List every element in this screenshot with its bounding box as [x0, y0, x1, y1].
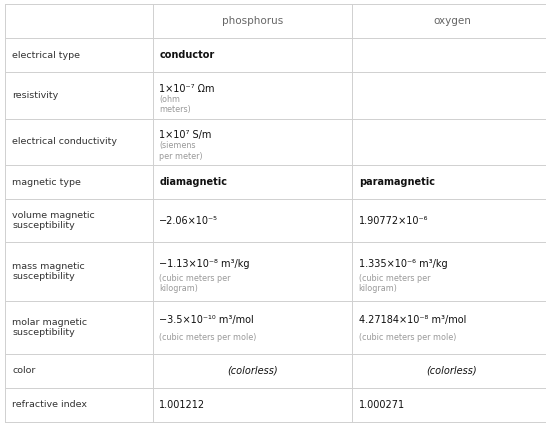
Text: 1×10⁻⁷ Ωm: 1×10⁻⁷ Ωm: [159, 84, 215, 94]
Text: 1×10⁷ S/m: 1×10⁷ S/m: [159, 130, 212, 141]
Text: conductor: conductor: [159, 50, 215, 60]
Text: paramagnetic: paramagnetic: [359, 177, 435, 187]
Text: molar magnetic
susceptibility: molar magnetic susceptibility: [12, 318, 87, 337]
Text: (colorless): (colorless): [227, 366, 278, 376]
Text: (ohm
meters): (ohm meters): [159, 95, 191, 115]
Text: mass magnetic
susceptibility: mass magnetic susceptibility: [12, 262, 85, 282]
Text: (colorless): (colorless): [426, 366, 477, 376]
Text: 4.27184×10⁻⁸ m³/mol: 4.27184×10⁻⁸ m³/mol: [359, 315, 466, 325]
Text: electrical conductivity: electrical conductivity: [12, 137, 117, 147]
Text: color: color: [12, 366, 35, 375]
Text: (cubic meters per mole): (cubic meters per mole): [359, 334, 456, 343]
Text: resistivity: resistivity: [12, 91, 58, 100]
Text: (cubic meters per mole): (cubic meters per mole): [159, 334, 257, 343]
Text: diamagnetic: diamagnetic: [159, 177, 228, 187]
Text: oxygen: oxygen: [433, 16, 471, 26]
Text: phosphorus: phosphorus: [222, 16, 283, 26]
Text: (siemens
per meter): (siemens per meter): [159, 141, 203, 161]
Text: 1.90772×10⁻⁶: 1.90772×10⁻⁶: [359, 216, 428, 226]
Text: 1.335×10⁻⁶ m³/kg: 1.335×10⁻⁶ m³/kg: [359, 259, 447, 268]
Text: volume magnetic
susceptibility: volume magnetic susceptibility: [12, 211, 95, 230]
Text: 1.001212: 1.001212: [159, 400, 205, 410]
Text: −1.13×10⁻⁸ m³/kg: −1.13×10⁻⁸ m³/kg: [159, 259, 250, 268]
Text: (cubic meters per
kilogram): (cubic meters per kilogram): [359, 274, 430, 293]
Text: magnetic type: magnetic type: [12, 178, 81, 187]
Text: refractive index: refractive index: [12, 400, 87, 409]
Text: −3.5×10⁻¹⁰ m³/mol: −3.5×10⁻¹⁰ m³/mol: [159, 315, 254, 325]
Text: −2.06×10⁻⁵: −2.06×10⁻⁵: [159, 216, 218, 226]
Text: 1.000271: 1.000271: [359, 400, 405, 410]
Text: electrical type: electrical type: [12, 51, 80, 60]
Text: (cubic meters per
kilogram): (cubic meters per kilogram): [159, 274, 231, 293]
